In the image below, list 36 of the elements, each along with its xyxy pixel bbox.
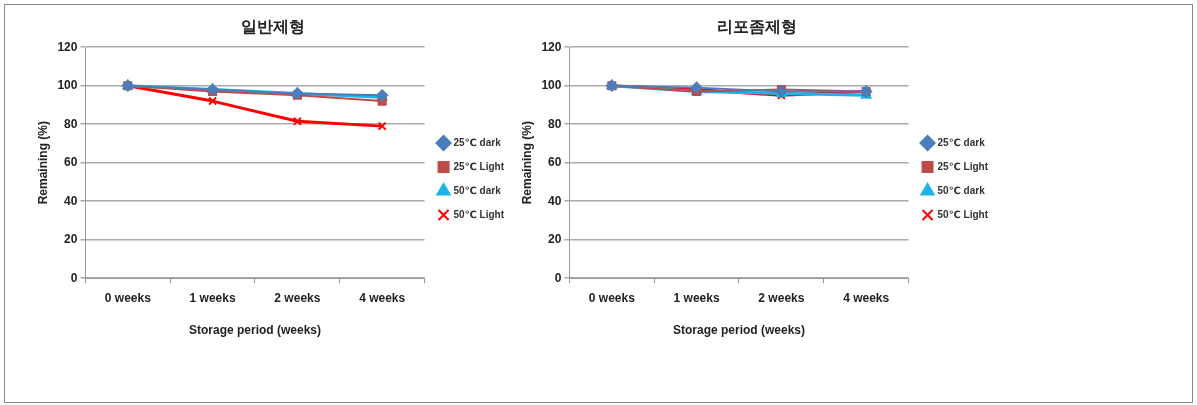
x-tick-label: 1 weeks <box>189 290 236 305</box>
legend-label: 50℃ dark <box>453 184 502 196</box>
legend-label: 50℃ Light <box>453 208 505 220</box>
legend-label: 25℃ dark <box>453 136 502 148</box>
y-tick-label: 60 <box>548 155 562 170</box>
x-tick-label: 0 weeks <box>588 290 636 305</box>
x-tick-label: 2 weeks <box>274 290 321 305</box>
legend-label: 50℃ dark <box>937 184 986 196</box>
x-tick-label: 1 weeks <box>673 290 720 305</box>
chart-title: 리포좀제형 <box>717 18 797 36</box>
legend-label: 25℃ Light <box>453 160 505 172</box>
y-axis-title: Remaining (%) <box>519 121 534 205</box>
y-tick-label: 0 <box>554 270 562 285</box>
x-tick-label: 2 weeks <box>758 290 805 305</box>
y-tick-label: 40 <box>548 193 562 208</box>
y-tick-label: 40 <box>64 193 78 208</box>
y-tick-label: 60 <box>64 155 78 170</box>
x-axis-title: Storage period (weeks) <box>188 323 322 338</box>
legend-label: 25℃ dark <box>937 136 986 148</box>
legend-label: 25℃ Light <box>937 160 989 172</box>
y-tick-label: 100 <box>541 78 562 93</box>
y-tick-label: 80 <box>548 116 562 131</box>
x-tick-label: 4 weeks <box>843 290 890 305</box>
y-tick-label: 100 <box>57 78 78 93</box>
x-tick-label: 4 weeks <box>359 290 406 305</box>
y-tick-label: 80 <box>64 116 78 131</box>
y-tick-label: 20 <box>548 232 562 247</box>
legend-label: 50℃ Light <box>937 208 989 220</box>
y-tick-label: 120 <box>57 39 78 54</box>
chart-title: 일반제형 <box>241 18 305 36</box>
x-tick-label: 0 weeks <box>104 290 152 305</box>
y-axis-title: Remaining (%) <box>35 121 50 205</box>
x-axis-title: Storage period (weeks) <box>672 323 806 338</box>
y-tick-label: 120 <box>541 39 562 54</box>
y-tick-label: 0 <box>70 270 78 285</box>
y-tick-label: 20 <box>64 232 78 247</box>
